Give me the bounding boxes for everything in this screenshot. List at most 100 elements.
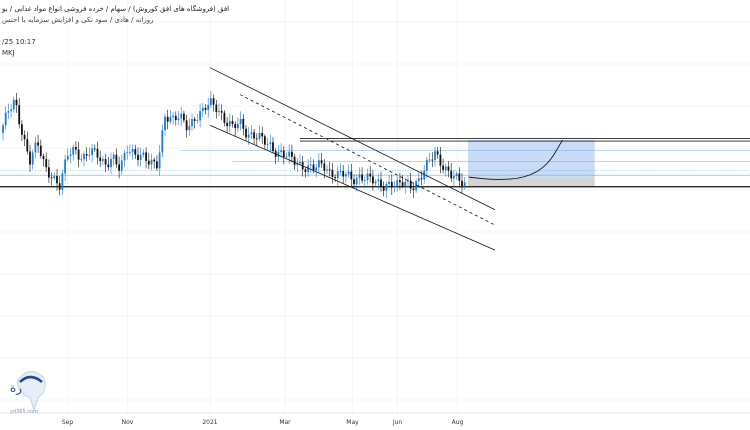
candle-body-164 xyxy=(444,166,447,170)
candle-body-20 xyxy=(56,175,58,184)
symbol-label: MKJ xyxy=(2,49,15,57)
candle-body-4 xyxy=(12,99,15,110)
candle-series xyxy=(2,91,466,199)
candle-body-68 xyxy=(185,120,188,131)
candle-body-31 xyxy=(85,153,88,156)
candle-body-16 xyxy=(45,159,48,168)
candle-body-50 xyxy=(137,154,139,161)
candle-body-85 xyxy=(231,121,234,125)
candle-body-47 xyxy=(129,152,131,153)
candle-body-62 xyxy=(169,117,172,122)
candle-body-73 xyxy=(199,111,201,121)
candle-body-132 xyxy=(358,174,361,178)
candle-body-70 xyxy=(191,119,193,127)
candle-body-51 xyxy=(139,154,142,161)
candle-body-26 xyxy=(72,147,75,155)
candle-body-34 xyxy=(93,148,96,150)
candle-body-78 xyxy=(212,98,215,105)
candle-body-1 xyxy=(4,112,7,126)
candle-body-136 xyxy=(369,173,372,177)
candle-body-117 xyxy=(318,160,320,168)
candle-body-80 xyxy=(218,111,220,113)
candle-body-33 xyxy=(91,148,93,155)
candle-body-0 xyxy=(2,125,4,133)
x-tick-label-3: Mar xyxy=(279,419,291,426)
candle-body-160 xyxy=(434,151,436,161)
candle-body-92 xyxy=(250,132,253,135)
candle-body-161 xyxy=(436,151,439,155)
stop-zone xyxy=(468,178,595,187)
candle-body-145 xyxy=(393,185,396,188)
candle-body-130 xyxy=(353,179,355,185)
candle-body-37 xyxy=(102,159,104,161)
candle-body-61 xyxy=(166,116,169,122)
candle-body-84 xyxy=(228,121,231,127)
candle-body-148 xyxy=(401,182,404,187)
candle-body-154 xyxy=(417,178,420,182)
candle-body-35 xyxy=(96,148,99,158)
candle-body-112 xyxy=(304,169,307,172)
candle-body-64 xyxy=(174,115,177,121)
candle-body-7 xyxy=(21,124,23,135)
trade-zones xyxy=(468,140,595,187)
candle-body-133 xyxy=(361,174,363,181)
candle-body-58 xyxy=(158,152,161,169)
candle-body-15 xyxy=(42,155,45,160)
candle-body-65 xyxy=(177,118,180,121)
candle-body-77 xyxy=(210,98,212,106)
candle-body-46 xyxy=(126,152,129,154)
candle-body-114 xyxy=(309,164,312,166)
x-tick-label-4: May xyxy=(346,419,359,426)
chart-title: افق (فروشگاه های افق کوروش) / سهام / خرد… xyxy=(2,5,230,13)
candle-body-32 xyxy=(88,154,91,156)
candle-body-95 xyxy=(258,132,261,139)
candle-body-128 xyxy=(347,171,350,175)
candle-body-63 xyxy=(172,115,174,118)
candle-body-12 xyxy=(34,142,37,153)
candle-body-76 xyxy=(207,105,210,110)
candle-body-155 xyxy=(420,178,423,180)
candle-body-44 xyxy=(120,160,123,171)
candle-body-69 xyxy=(188,126,191,131)
candle-body-139 xyxy=(377,179,380,182)
candle-body-149 xyxy=(404,181,407,187)
candle-body-54 xyxy=(147,160,150,165)
candle-body-39 xyxy=(107,164,110,168)
candle-body-71 xyxy=(193,119,196,121)
candle-body-106 xyxy=(288,151,291,157)
candle-body-142 xyxy=(385,183,388,191)
candle-body-90 xyxy=(245,128,247,138)
candle-body-105 xyxy=(285,156,288,158)
candle-body-151 xyxy=(409,180,412,189)
candle-body-165 xyxy=(447,166,450,171)
candle-body-168 xyxy=(455,173,458,177)
candle-body-21 xyxy=(58,183,61,190)
candle-body-6 xyxy=(18,105,21,125)
candle-body-159 xyxy=(431,159,434,161)
candle-body-137 xyxy=(372,176,374,184)
candle-body-82 xyxy=(223,112,226,123)
candle-body-108 xyxy=(293,156,296,165)
candle-body-83 xyxy=(226,122,228,127)
candle-body-102 xyxy=(277,152,280,157)
candle-body-94 xyxy=(255,138,258,140)
candle-body-124 xyxy=(336,171,339,179)
candle-body-72 xyxy=(196,120,199,122)
candle-body-9 xyxy=(26,139,29,152)
candle-body-129 xyxy=(350,171,353,180)
svg-text:رة: رة xyxy=(10,381,22,396)
candle-body-86 xyxy=(234,124,237,128)
candle-body-127 xyxy=(345,174,347,177)
candle-body-75 xyxy=(204,107,207,110)
candle-body-2 xyxy=(7,111,10,113)
candle-body-150 xyxy=(407,180,409,182)
candle-body-162 xyxy=(439,154,442,166)
candle-body-169 xyxy=(458,173,461,181)
candle-body-22 xyxy=(61,173,64,190)
candle-body-122 xyxy=(331,169,334,178)
chart-grid xyxy=(0,0,750,413)
candle-body-96 xyxy=(261,132,264,137)
candle-body-166 xyxy=(450,170,453,179)
candle-body-144 xyxy=(390,181,393,188)
